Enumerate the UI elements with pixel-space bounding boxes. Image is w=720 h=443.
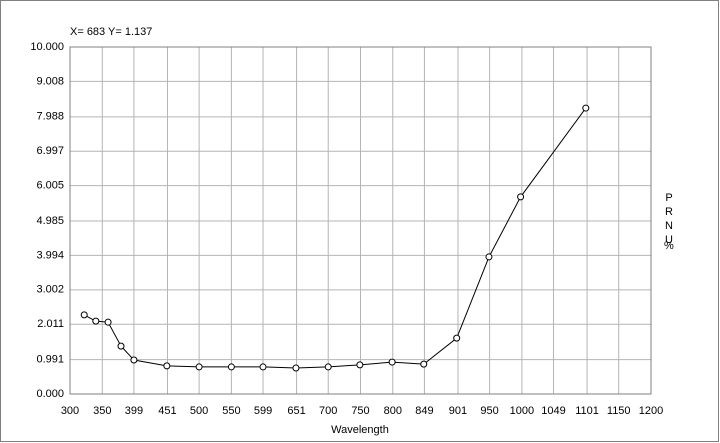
x-tick-label: 451 bbox=[158, 405, 176, 417]
data-point bbox=[324, 363, 332, 371]
x-tick-label: 800 bbox=[384, 405, 402, 417]
x-tick-label: 901 bbox=[449, 405, 467, 417]
x-tick-label: 399 bbox=[125, 405, 143, 417]
data-point bbox=[517, 193, 525, 201]
y-axis-title: PRNU bbox=[663, 192, 675, 248]
data-point bbox=[292, 364, 300, 372]
x-axis-title: Wavelength bbox=[331, 424, 389, 436]
readout: X= 683 Y= 1.137 bbox=[70, 26, 152, 38]
x-tick-label: 849 bbox=[415, 405, 433, 417]
x-tick-label: 550 bbox=[222, 405, 240, 417]
y-tick-label: 0.000 bbox=[36, 388, 64, 400]
data-point bbox=[80, 311, 88, 319]
x-tick-label: 599 bbox=[254, 405, 272, 417]
data-point bbox=[195, 363, 203, 371]
data-point bbox=[356, 361, 364, 369]
data-line bbox=[83, 107, 587, 369]
x-tick-label: 700 bbox=[319, 405, 337, 417]
data-point bbox=[453, 334, 461, 342]
data-point bbox=[227, 363, 235, 371]
data-point bbox=[485, 253, 493, 261]
x-tick-label: 1150 bbox=[607, 405, 631, 417]
y-tick-label: 6.997 bbox=[36, 145, 64, 157]
x-tick-label: 1101 bbox=[575, 405, 599, 417]
data-point bbox=[130, 356, 138, 364]
y-tick-label: 9.008 bbox=[36, 75, 64, 87]
x-tick-label: 950 bbox=[480, 405, 498, 417]
y-axis-unit: % bbox=[664, 240, 674, 252]
y-tick-label: 2.011 bbox=[37, 318, 64, 330]
y-tick-label: 10.000 bbox=[30, 41, 64, 53]
x-tick-label: 300 bbox=[61, 405, 79, 417]
data-point bbox=[420, 360, 428, 368]
y-tick-label: 6.005 bbox=[36, 180, 64, 192]
data-point bbox=[582, 104, 590, 112]
x-tick-label: 1049 bbox=[541, 405, 565, 417]
y-tick-label: 7.988 bbox=[36, 111, 64, 123]
y-tick-label: 0.991 bbox=[36, 354, 64, 366]
x-tick-label: 350 bbox=[93, 405, 111, 417]
x-tick-label: 1200 bbox=[639, 405, 663, 417]
y-tick-label: 3.994 bbox=[36, 249, 64, 261]
data-point bbox=[104, 318, 112, 326]
data-point bbox=[388, 358, 396, 366]
data-point bbox=[259, 363, 267, 371]
x-tick-label: 750 bbox=[351, 405, 369, 417]
x-tick-label: 1000 bbox=[510, 405, 534, 417]
data-point bbox=[117, 342, 125, 350]
plot-border bbox=[69, 46, 652, 395]
data-point bbox=[92, 317, 100, 325]
x-tick-label: 500 bbox=[190, 405, 208, 417]
x-tick-label: 651 bbox=[287, 405, 305, 417]
y-tick-label: 4.985 bbox=[36, 215, 64, 227]
y-tick-label: 3.002 bbox=[36, 284, 64, 296]
data-point bbox=[163, 362, 171, 370]
